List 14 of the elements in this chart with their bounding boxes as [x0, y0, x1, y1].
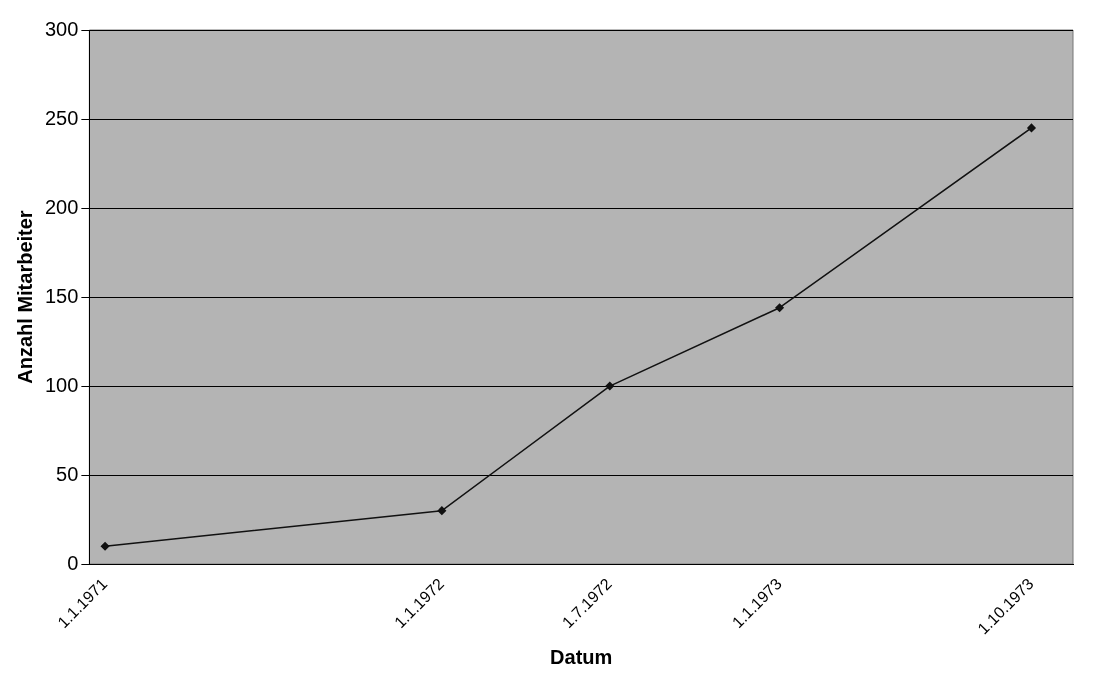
y-tick-label: 250	[44, 106, 79, 129]
y-tick-label: 200	[44, 195, 79, 218]
x-axis-title: Datum	[550, 645, 613, 668]
y-tick-label: 150	[44, 284, 79, 307]
y-tick-label: 0	[67, 551, 79, 574]
y-axis-title: Anzahl Mitarbeiter	[13, 210, 36, 384]
point	[437, 506, 447, 515]
y-tick-label: 100	[44, 373, 79, 396]
y-tick-label: 300	[44, 17, 79, 40]
point	[1027, 123, 1036, 133]
point	[775, 303, 784, 312]
point	[100, 542, 110, 551]
y-tick-label: 50	[56, 462, 79, 485]
point	[605, 381, 615, 391]
